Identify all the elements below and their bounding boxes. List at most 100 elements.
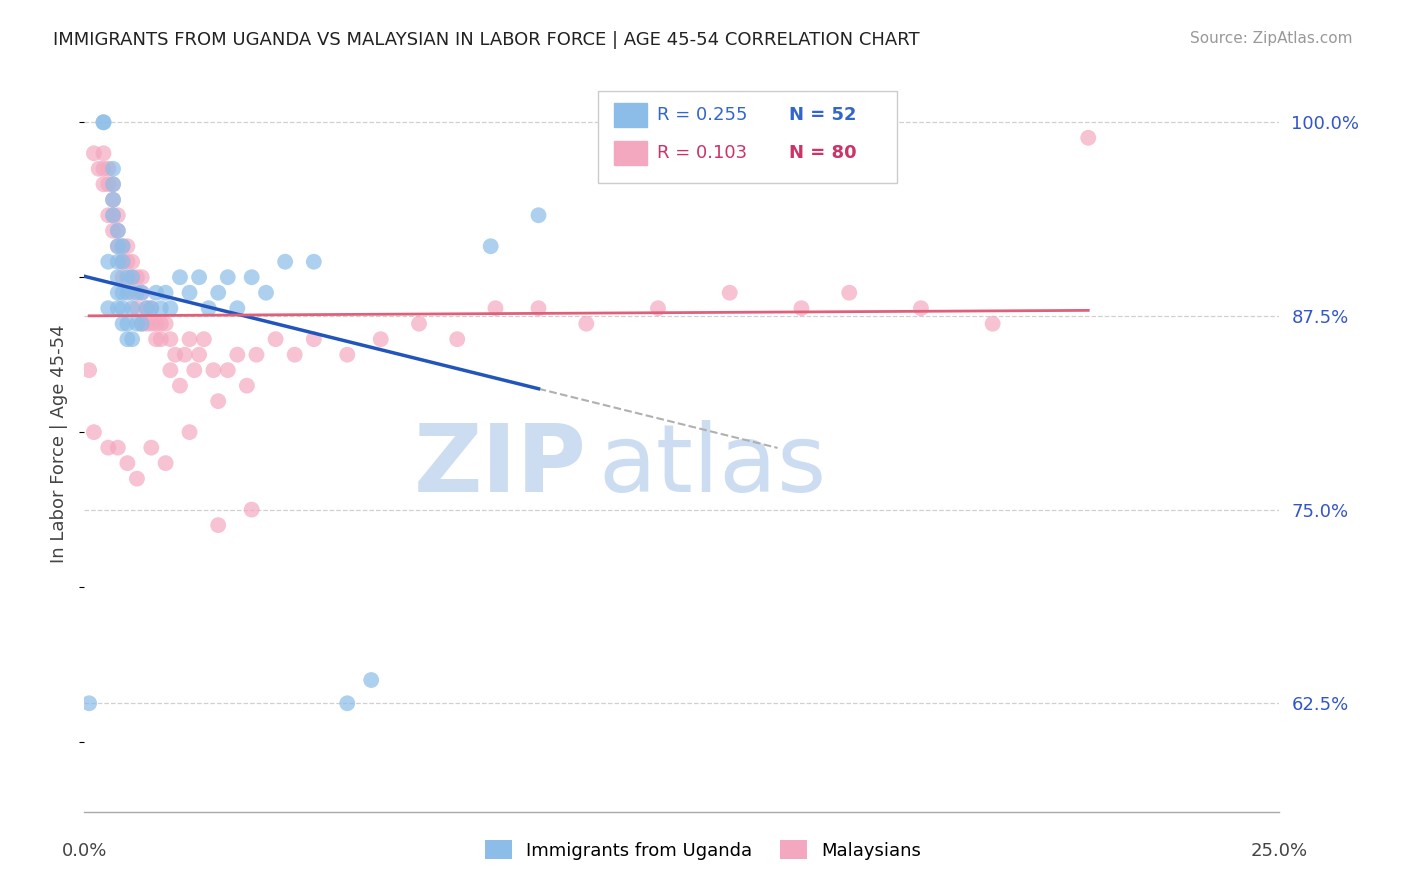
Point (169, 270, 191, 285)
Point (117, 332, 139, 346)
Point (254, 285, 277, 300)
Point (155, 285, 177, 300)
Point (107, 224, 129, 238)
Point (101, 193, 124, 207)
Point (93, 178, 115, 192)
Point (93, 146, 115, 161)
Point (83, 146, 105, 161)
Point (97, 178, 120, 192)
Point (240, 502, 263, 516)
Point (87, 161, 110, 176)
Point (107, 285, 129, 300)
Point (302, 254, 325, 268)
Point (149, 332, 172, 346)
Text: N = 80: N = 80 (790, 145, 858, 162)
Point (97, 254, 120, 268)
Point (107, 208, 129, 222)
Point (197, 301, 219, 316)
Point (360, 673, 382, 687)
Point (131, 285, 153, 300)
Bar (614, 141, 647, 165)
Point (149, 301, 172, 316)
Point (107, 270, 129, 285)
Y-axis label: In Labor Force | Age 45-54: In Labor Force | Age 45-54 (51, 325, 69, 563)
Point (336, 348, 359, 362)
FancyBboxPatch shape (599, 90, 897, 183)
Point (107, 301, 129, 316)
Point (117, 285, 139, 300)
Point (141, 441, 163, 455)
Point (207, 285, 229, 300)
Point (121, 332, 143, 346)
Point (484, 301, 506, 316)
Point (107, 239, 129, 253)
Point (718, 285, 741, 300)
Point (131, 317, 153, 331)
Point (145, 317, 167, 331)
Point (527, 301, 550, 316)
Point (141, 317, 163, 331)
Point (575, 317, 598, 331)
Point (125, 317, 148, 331)
Point (264, 332, 287, 346)
Point (101, 178, 124, 192)
Point (107, 224, 129, 238)
Point (117, 270, 139, 285)
Point (131, 270, 153, 285)
Point (101, 178, 124, 192)
Point (149, 317, 172, 331)
Point (111, 317, 134, 331)
Point (217, 270, 239, 285)
Text: ZIP: ZIP (413, 420, 586, 512)
Point (141, 301, 163, 316)
Point (125, 472, 148, 486)
Point (121, 270, 143, 285)
Point (179, 285, 201, 300)
Point (207, 394, 229, 409)
Point (117, 254, 139, 268)
Point (159, 363, 181, 377)
Point (527, 208, 550, 222)
Point (226, 348, 249, 362)
Point (145, 332, 167, 346)
Point (159, 301, 181, 316)
Point (207, 518, 229, 533)
Legend: Immigrants from Uganda, Malaysians: Immigrants from Uganda, Malaysians (478, 833, 928, 867)
Point (226, 301, 249, 316)
Point (97, 301, 120, 316)
Point (981, 317, 1004, 331)
Point (370, 332, 392, 346)
Point (101, 208, 124, 222)
Point (173, 348, 195, 362)
Point (131, 317, 153, 331)
Point (107, 254, 129, 268)
Point (274, 254, 297, 268)
Point (83, 425, 105, 439)
Point (240, 270, 263, 285)
Point (141, 301, 163, 316)
Point (125, 285, 148, 300)
Bar (614, 103, 647, 127)
Point (408, 317, 430, 331)
Point (479, 239, 502, 253)
Point (245, 348, 267, 362)
Point (336, 696, 359, 710)
Point (111, 301, 134, 316)
Point (217, 363, 239, 377)
Point (121, 270, 143, 285)
Point (790, 301, 813, 316)
Point (101, 224, 124, 238)
Text: 0.0%: 0.0% (62, 842, 107, 860)
Point (121, 285, 143, 300)
Point (159, 332, 181, 346)
Point (183, 363, 205, 377)
Text: atlas: atlas (599, 420, 827, 512)
Point (111, 270, 134, 285)
Point (97, 208, 120, 222)
Point (236, 378, 259, 392)
Point (302, 332, 325, 346)
Point (111, 239, 134, 253)
Point (93, 161, 115, 176)
Point (188, 348, 211, 362)
Point (910, 301, 932, 316)
